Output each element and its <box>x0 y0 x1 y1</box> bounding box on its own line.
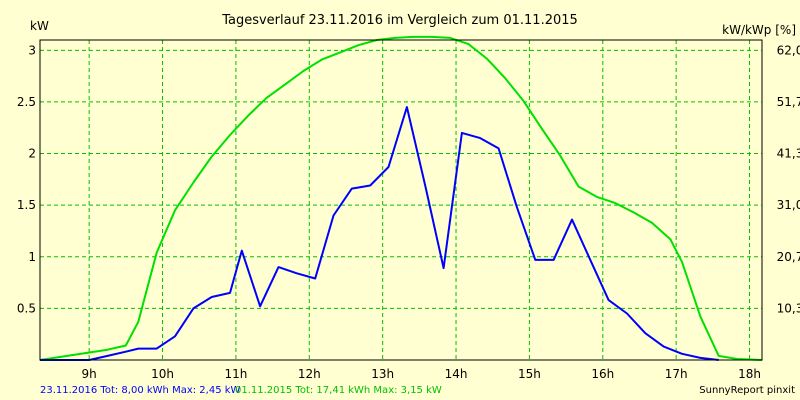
series-layer <box>39 35 763 361</box>
plot-border <box>39 39 763 361</box>
y-tick-label-right: 31,0 <box>777 198 800 212</box>
x-tick-label: 18h <box>738 367 761 381</box>
tick-layer: 9h 10h 11h 12h 13h 14h 15h 16h 17h 18h 0.5 10,3 1 20,… <box>17 43 800 381</box>
chart-title: Tagesverlauf 23.11.2016 im Vergleich zum… <box>221 13 578 28</box>
series-line-2016 <box>40 106 719 361</box>
y-tick-label-right: 51,7 <box>777 95 800 109</box>
y-tick-label-left: 0.5 <box>17 301 36 315</box>
plot-frame <box>39 39 763 361</box>
y-tick-label-left: 1.5 <box>17 198 36 212</box>
x-tick-label: 14h <box>445 367 468 381</box>
y-axis-left-label: kW <box>30 19 49 33</box>
x-tick-label: 9h <box>82 367 97 381</box>
x-tick-label: 16h <box>591 367 614 381</box>
y-tick-label-right: 20,7 <box>777 250 800 264</box>
y-tick-label-right: 62,0 <box>777 43 800 57</box>
y-tick-label-left: 3 <box>28 43 36 57</box>
legend-entry-2: 01.11.2015 Tot: 17,41 kWh Max: 3,15 kW <box>235 385 442 396</box>
grid-layer <box>40 40 762 360</box>
legend-entry-1: 23.11.2016 Tot: 8,00 kWh Max: 2,45 kW <box>40 385 241 396</box>
x-tick-label: 13h <box>371 367 394 381</box>
y-tick-label-left: 2.5 <box>17 95 36 109</box>
y-tick-label-right: 10,3 <box>777 301 800 315</box>
x-tick-label: 15h <box>518 367 541 381</box>
x-tick-label: 12h <box>298 367 321 381</box>
x-tick-label: 17h <box>665 367 688 381</box>
y-tick-label-right: 41,3 <box>777 147 800 161</box>
x-tick-label: 11h <box>224 367 247 381</box>
y-tick-label-left: 2 <box>28 147 36 161</box>
x-tick-label: 10h <box>151 367 174 381</box>
series-line-2015 <box>39 35 763 361</box>
y-tick-label-left: 1 <box>28 250 36 264</box>
y-axis-right-label: kW/kWp [%] <box>722 23 796 37</box>
footer-credit: SunnyReport pinxit <box>699 385 795 396</box>
